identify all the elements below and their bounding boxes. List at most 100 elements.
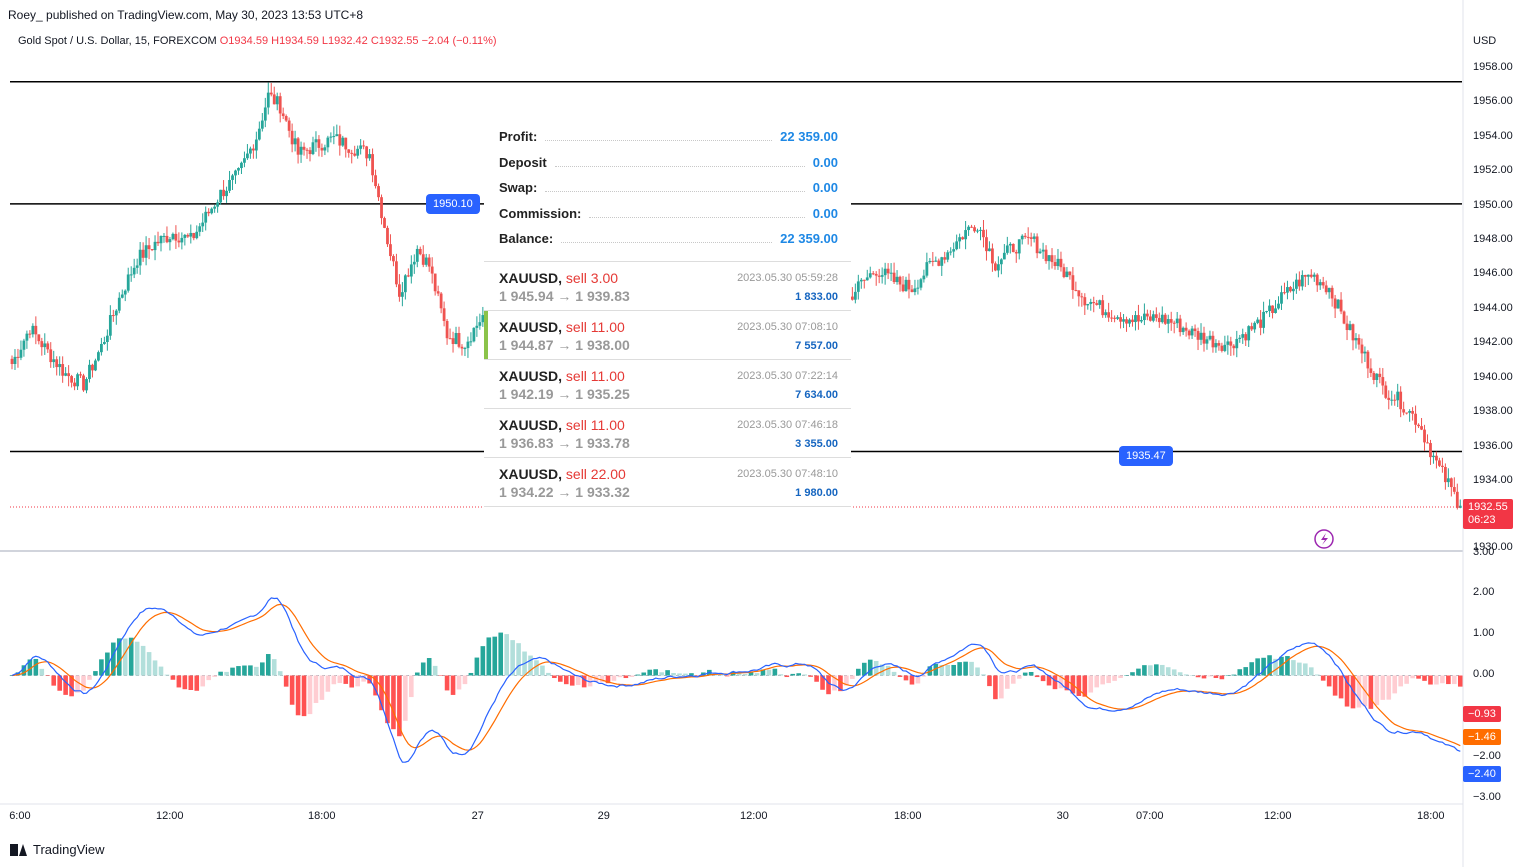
histogram-bar [623,675,629,679]
candle-body [129,274,133,276]
candle-body [1414,413,1417,425]
candle-body [958,237,962,242]
trade-row[interactable]: XAUUSD, sell 11.00 1 936.83 → 1 933.78 2… [484,408,851,457]
macd-tick-label: −3.00 [1473,791,1501,803]
histogram-bar [15,672,21,676]
candle-body [1435,455,1438,461]
candle-body [1324,285,1328,293]
candle-body [1420,426,1423,430]
histogram-bar [742,674,748,676]
candle-body [156,241,160,244]
candle-body [46,343,50,350]
histogram-bar [1279,656,1284,676]
histogram-bar [39,668,45,676]
candle-body [1181,327,1185,333]
candle-body [475,325,479,328]
trade-row[interactable]: XAUUSD, sell 3.00 1 945.94 → 1 939.83 20… [484,261,851,310]
histogram-bar [456,675,462,690]
candle-body [335,134,339,137]
last-price-value: 1932.55 [1468,501,1508,513]
candle-body [254,139,258,151]
summary-value: 22 359.00 [780,230,838,246]
last-price-tag: 1932.55 06:23 [1463,499,1513,529]
candle-body [1283,292,1286,294]
candle-body [398,284,401,297]
histogram-bar [248,665,253,676]
candle-body [1303,274,1307,277]
histogram-bar [1171,669,1177,676]
histogram-bar [921,675,927,677]
histogram-bar [1028,671,1034,676]
candle-body [153,241,157,251]
candle-body [1199,332,1203,340]
candle-body [296,138,300,155]
candle-body [1062,267,1066,278]
histogram-bar [420,662,426,676]
histogram-bar [736,673,742,676]
histogram-bar [945,664,951,676]
level-label-lower[interactable]: 1935.47 [1119,446,1173,466]
candle-body [850,296,854,300]
candle-body [284,116,288,121]
histogram-bar [260,662,265,676]
candle-body [1071,275,1075,290]
histogram-bar [861,662,867,676]
trade-time: 2023.05.30 05:59:28 [737,272,838,284]
candle-body [341,137,345,146]
histogram-bar [87,675,92,680]
histogram-bar [63,675,68,695]
candle-body [228,179,231,191]
candle-body [243,158,246,163]
summary-label: Swap: [499,179,538,195]
candle-body [126,274,130,291]
candle-body [1134,315,1137,323]
trade-row[interactable]: XAUUSD, sell 11.00 1 942.19 → 1 935.25 2… [484,359,851,408]
candle-body [1235,338,1239,349]
candle-body [1393,399,1397,401]
trade-symbol: XAUUSD, sell 22.00 [499,466,626,482]
bar-countdown: 06:23 [1468,514,1496,526]
candle-body [1005,245,1009,253]
histogram-bar [283,675,289,687]
summary-commission: Commission: 0.00 [499,203,838,223]
candle-body [174,233,178,241]
histogram-bar [194,675,200,691]
candle-body [1271,305,1274,313]
trade-row[interactable]: XAUUSD, sell 22.00 1 934.22 → 1 933.32 2… [484,457,851,507]
candle-body [451,338,455,345]
histogram-bar [1052,675,1058,690]
candle-body [991,248,994,264]
histogram-bar [450,675,456,695]
candle-body [1035,236,1039,254]
histogram-bar [140,645,146,676]
candle-body [183,234,187,238]
level-label-upper[interactable]: 1950.10 [426,194,480,214]
trade-profit: 1 833.00 [795,291,838,303]
histogram-bar [99,659,104,676]
candle-body [868,273,872,278]
candle-body [1077,290,1081,297]
histogram-bar [403,675,408,721]
histogram-bar [558,675,563,682]
histogram-bar [832,675,837,691]
histogram-bar [1338,675,1344,699]
histogram-bar [850,675,855,679]
histogram-bar [1416,675,1421,679]
candle-body [1044,249,1048,262]
time-tick-label: 12:00 [1264,810,1292,822]
candle-body [1059,258,1063,268]
summary-label: Balance: [499,230,554,246]
candle-body [91,364,94,371]
candle-body [1292,288,1295,292]
histogram-bar [1130,672,1135,676]
tradingview-logo[interactable]: TradingView [10,842,105,857]
candle-body [1217,343,1221,346]
time-tick-label: 6:00 [9,810,31,822]
candle-body [1065,271,1069,278]
trade-row[interactable]: XAUUSD, sell 11.00 1 944.87 → 1 938.00 2… [484,310,851,359]
candle-body [88,364,91,380]
histogram-bar [116,638,122,676]
candle-body [1205,339,1209,344]
candle-body [1083,297,1087,306]
trade-prices: 1 942.19 → 1 935.25 [499,386,630,402]
